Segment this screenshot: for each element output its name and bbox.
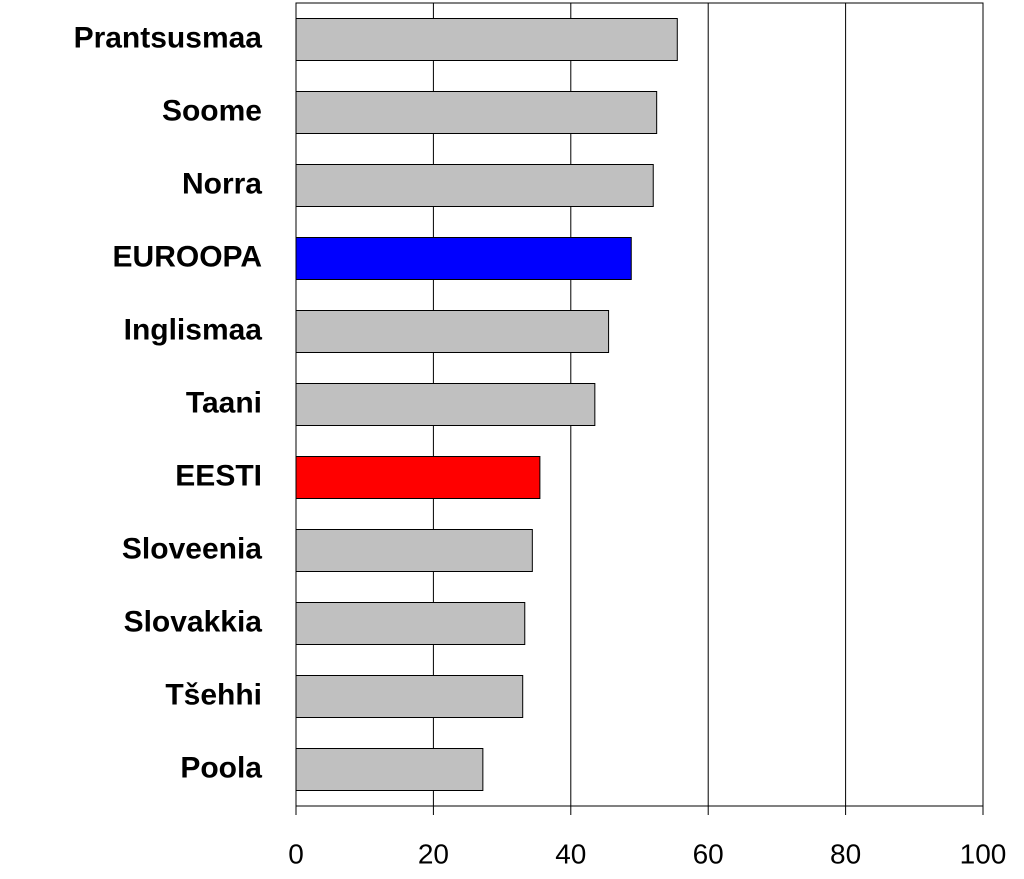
- x-tick-label: 20: [418, 838, 449, 869]
- bar: [295, 310, 610, 353]
- y-tick-label: Poola: [180, 751, 262, 784]
- bar: [295, 237, 632, 280]
- bar: [295, 602, 526, 645]
- x-tick-label: 60: [693, 838, 724, 869]
- y-tick-label: Slovakkia: [124, 605, 263, 638]
- bar: [295, 18, 678, 61]
- y-tick-label: Inglismaa: [124, 313, 263, 346]
- y-tick-label: EUROOPA: [113, 240, 262, 273]
- y-tick-label: Soome: [162, 94, 262, 127]
- bar: [295, 675, 524, 718]
- y-tick-label: Taani: [186, 386, 262, 419]
- bar: [295, 529, 533, 572]
- x-tick-label: 80: [830, 838, 861, 869]
- y-tick-label: Tšehhi: [165, 678, 262, 711]
- bar: [295, 164, 654, 207]
- y-tick-label: EESTI: [175, 459, 262, 492]
- x-tick-label: 100: [960, 838, 1007, 869]
- bar: [295, 748, 484, 791]
- y-tick-label: Prantsusmaa: [74, 21, 263, 54]
- y-tick-label: Sloveenia: [122, 532, 262, 565]
- bar: [295, 91, 658, 134]
- y-tick-label: Norra: [182, 167, 262, 200]
- x-tick-label: 40: [555, 838, 586, 869]
- bar: [295, 383, 596, 426]
- x-tick-label: 0: [288, 838, 304, 869]
- bar: [295, 456, 541, 499]
